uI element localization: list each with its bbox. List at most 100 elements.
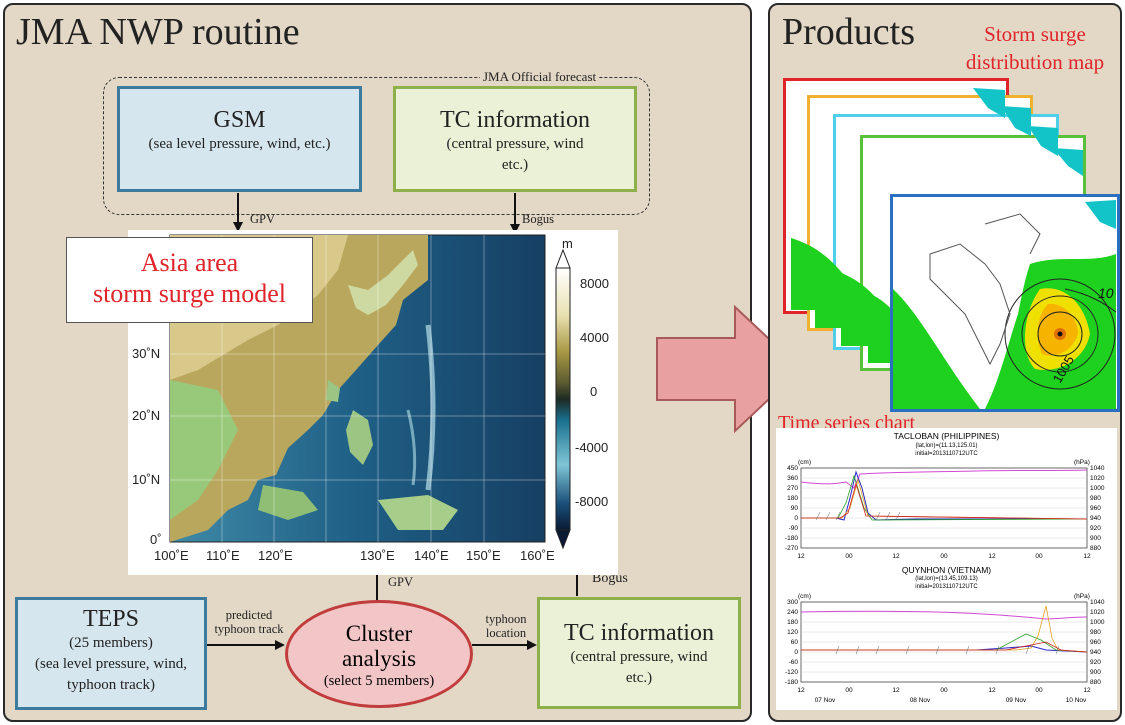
teps-members: (25 members)	[69, 635, 153, 651]
tick-label: 920	[1090, 659, 1101, 666]
tick-label: -270	[785, 545, 798, 552]
tick-label: 1040	[1090, 465, 1105, 472]
tc-info-bottom-box: TC information (central pressure, wind e…	[537, 597, 741, 709]
tick-label: 940	[1090, 649, 1101, 656]
cluster-title-line1: Cluster	[345, 621, 413, 646]
tc-info-top-box: TC information (central pressure, wind e…	[393, 86, 637, 192]
chart1-left-tick-labels: 450 360 270 180 90 0 -90 -180 -270	[785, 465, 798, 552]
tick-label: 00	[845, 553, 853, 560]
tick-label: 00	[940, 687, 948, 694]
typhoon-location-label: typhoon location	[485, 612, 527, 640]
colorbar	[555, 267, 571, 531]
model-label-box: Asia area storm surge model	[66, 237, 313, 323]
tick-label: -180	[785, 535, 798, 542]
chart1-surge-line	[801, 482, 1088, 520]
left-connectors	[207, 193, 582, 650]
chart2-left-unit: (cm)	[798, 593, 811, 600]
lon-tick: 150˚E	[466, 548, 501, 563]
model-title-line2: storm surge model	[92, 279, 287, 308]
tick-label: 180	[787, 495, 798, 502]
tick-label: 360	[787, 475, 798, 482]
tick-label: 980	[1090, 629, 1101, 636]
gsm-subtitle: (sea level pressure, wind, etc.)	[148, 136, 331, 152]
chart2-surge-line	[801, 645, 1088, 653]
gpv-bottom-label: GPV	[388, 575, 414, 589]
chart2-surge-line	[801, 605, 1088, 653]
tick-label: 1000	[1090, 485, 1105, 492]
tick-label: 880	[1090, 679, 1101, 686]
tick-label: 960	[1090, 505, 1101, 512]
cluster-analysis-ellipse: Cluster analysis (select 5 members)	[285, 600, 473, 708]
chart1-subtitle2: initial=2013110712UTC	[915, 451, 978, 457]
tick-label: 1000	[1090, 619, 1105, 626]
tick-label: 12	[1083, 553, 1091, 560]
surge-map-front: 10 1005	[890, 194, 1120, 412]
colorbar-tick: -8000	[575, 494, 608, 509]
chart1-right-unit: (hPa)	[1074, 459, 1090, 466]
chart2-x-tick-labels: 12 00 12 00 12 00 12	[797, 687, 1091, 694]
chart1-title: TACLOBAN (PHILIPPINES)	[893, 431, 1000, 441]
tick-label: 00	[1035, 553, 1043, 560]
chart2-pressure-line	[800, 610, 1088, 620]
right-panel-title: Products	[782, 11, 915, 53]
tick-label: 12	[988, 687, 996, 694]
lon-tick: 100˚E	[154, 548, 189, 563]
tick-label: 920	[1090, 525, 1101, 532]
contour-label: 10	[1098, 285, 1114, 301]
chart2-plot: (cm) (hPa) 300 240 180 120 60 0 -60 -120…	[785, 593, 1105, 704]
cluster-subtitle: (select 5 members)	[323, 673, 435, 689]
colorbar-tick: 0	[590, 384, 597, 399]
lon-tick: 130˚E	[360, 548, 395, 563]
chart1-left-unit: (cm)	[798, 459, 811, 466]
tick-label: 900	[1090, 669, 1101, 676]
tick-label: 00	[845, 687, 853, 694]
chart1-pressure-line	[800, 469, 1088, 489]
bogus-top-label: Bogus	[522, 212, 554, 226]
lat-tick: 0˚	[150, 532, 162, 547]
chart2-date-labels: 07 Nov 08 Nov 09 Nov 10 Nov	[815, 697, 1087, 704]
colorbar-tick: 8000	[580, 276, 609, 291]
teps-box: TEPS (25 members) (sea level pressure, w…	[15, 597, 207, 710]
chart2-right-unit: (hPa)	[1074, 593, 1090, 600]
lat-tick: 30˚N	[132, 346, 160, 361]
tick-label: 300	[787, 599, 798, 606]
tick-label: 0	[794, 515, 798, 522]
tc-info-bottom-title: TC information	[564, 620, 714, 646]
tick-label: 270	[787, 485, 798, 492]
chart1-surge-line	[801, 478, 1088, 520]
tick-label: 00	[940, 553, 948, 560]
lon-tick: 110˚E	[206, 548, 240, 563]
predicted-track-label: predicted typhoon track	[214, 608, 284, 636]
lon-tick: 140˚E	[414, 548, 449, 563]
tick-label: 120	[787, 629, 798, 636]
teps-title: TEPS	[82, 606, 139, 632]
tick-label: 1040	[1090, 599, 1105, 606]
chart2-subtitle1: (lat,lon)=(13.45,109.13)	[915, 576, 978, 582]
tick-label: -180	[785, 679, 798, 686]
tick-label: 12	[988, 553, 996, 560]
tick-label: -120	[785, 669, 798, 676]
tick-label: 12	[1083, 687, 1091, 694]
official-forecast-box	[103, 77, 650, 215]
chart2-surge-line	[801, 641, 1088, 653]
chart1-surge-line	[801, 470, 1087, 521]
date-label: 07 Nov	[815, 697, 836, 704]
lat-tick: 20˚N	[132, 408, 160, 423]
tick-label: 12	[797, 553, 805, 560]
lat-tick: 10˚N	[132, 472, 160, 487]
colorbar-tick: -4000	[575, 440, 608, 455]
tick-label: -90	[789, 525, 799, 532]
tick-label: 180	[787, 619, 798, 626]
colorbar-tick: 4000	[580, 330, 609, 345]
tick-label: 960	[1090, 639, 1101, 646]
date-label: 10 Nov	[1066, 697, 1087, 704]
tick-label: 1020	[1090, 475, 1105, 482]
tick-label: 90	[791, 505, 799, 512]
tick-label: 900	[1090, 535, 1101, 542]
left-panel-title: JMA NWP routine	[16, 11, 300, 53]
chart1-wind-barbs	[815, 511, 901, 521]
tick-label: 880	[1090, 545, 1101, 552]
cluster-title-line2: analysis	[341, 646, 417, 671]
tick-label: 12	[892, 687, 900, 694]
time-series-panel	[776, 428, 1117, 710]
